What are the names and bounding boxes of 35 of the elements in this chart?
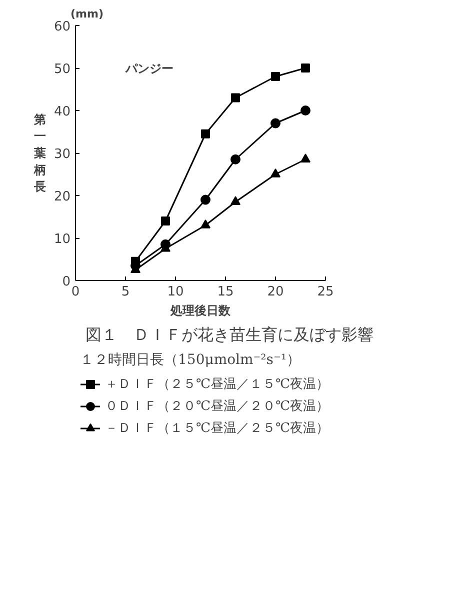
x-tick-label: 5 — [121, 284, 130, 300]
point — [300, 106, 310, 116]
y-tick-label: 30 — [54, 147, 71, 162]
legend-label: －ＤＩＦ（１５℃昼温／２５℃夜温） — [105, 420, 326, 437]
point — [231, 93, 240, 102]
point — [271, 72, 280, 81]
point — [270, 168, 280, 178]
point — [200, 220, 210, 228]
point — [230, 196, 240, 205]
y-tick-label: 50 — [54, 62, 71, 77]
y-tick-label: 0 — [62, 274, 71, 290]
y-tick-label: 60 — [54, 20, 71, 34]
point — [301, 64, 310, 72]
legend-label: ＋ＤＩＦ（２５℃昼温／１５℃夜温） — [105, 376, 326, 393]
annotation: パンジー — [124, 62, 174, 76]
text: 図１ ＤＩＦが花き苗生育に及ぼす影響 — [86, 325, 374, 344]
x-tick-label: 20 — [267, 284, 284, 300]
point — [200, 194, 210, 205]
point — [230, 154, 240, 164]
legend-title: １２時間日長（150μmolm⁻²s⁻¹） — [80, 351, 302, 369]
x-tick-label: 15 — [217, 284, 234, 300]
point — [270, 118, 280, 128]
point — [201, 129, 210, 138]
point — [300, 154, 310, 162]
point — [161, 216, 170, 226]
x-tick-label: 25 — [317, 284, 334, 300]
y-tick-label: 40 — [54, 104, 71, 120]
y-tick-label: 10 — [54, 232, 71, 247]
y-axis-title: 第一葉柄長 — [32, 112, 46, 194]
text: (mm) — [70, 8, 104, 20]
x-axis-title: 処理後日数 — [170, 304, 232, 318]
x-tick-label: 10 — [167, 284, 184, 300]
legend-label: ０ＤＩＦ（２０℃昼温／２０℃夜温） — [105, 398, 326, 415]
point — [160, 239, 170, 250]
y-tick-label: 20 — [54, 190, 71, 204]
